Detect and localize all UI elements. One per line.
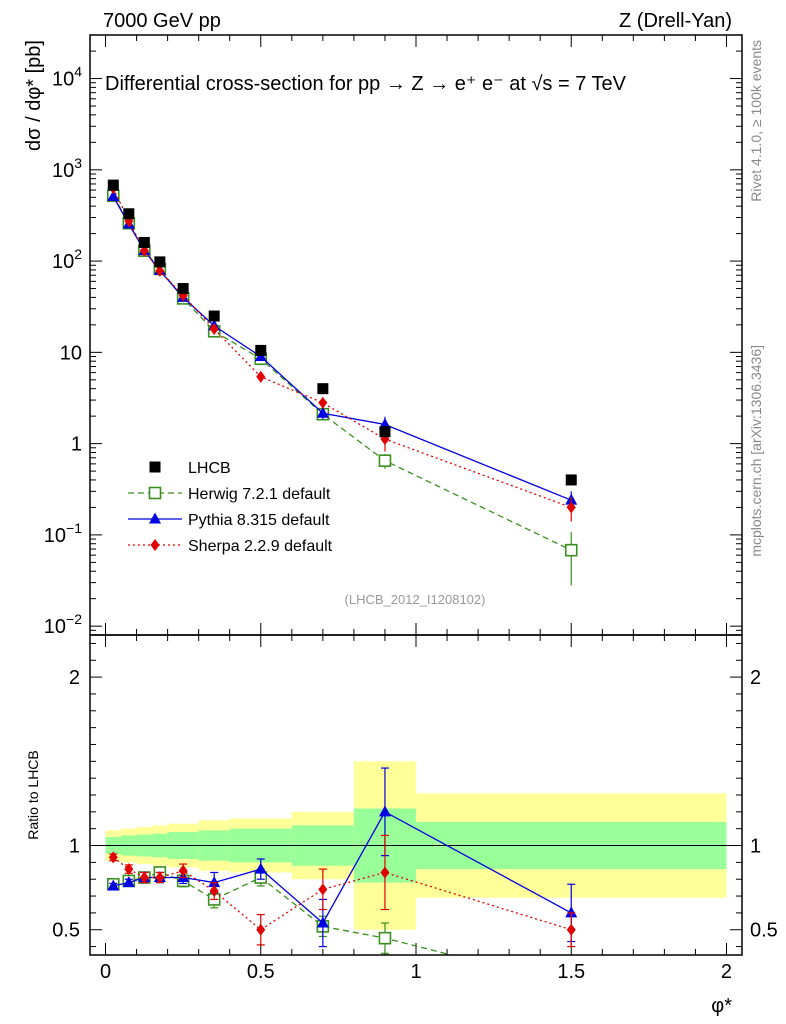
sherpa-ratio-point [209, 885, 219, 897]
data-series [106, 179, 578, 955]
ratio-tick-label-left: 1 [69, 836, 80, 858]
y-tick-label: 10−2 [44, 611, 82, 638]
lhcb-data-point [107, 179, 119, 191]
x-tick-label: 0.5 [247, 961, 275, 983]
legend: LHCB Herwig 7.2.1 default Pythia 8.315 def… [128, 460, 333, 555]
legend-lhcb-marker [149, 461, 161, 473]
sherpa-main-line [112, 187, 572, 509]
sherpa-ratio-point [256, 923, 266, 936]
lhcb-data-point [379, 426, 391, 438]
ratio-tick-label-right: 2 [750, 667, 761, 689]
y-tick-label: 103 [52, 155, 82, 182]
ratio-y-axis-label: Ratio to LHCB [25, 750, 41, 839]
plot-title: Differential cross-section for pp → Z → … [105, 73, 627, 95]
pythia-main-point [107, 190, 120, 202]
pythia-ratio-point [122, 876, 135, 888]
y-tick-label: 104 [52, 64, 82, 91]
sherpa-ratio-point [318, 883, 328, 896]
main-y-axis-label: dσ / dφ* [pb] [23, 40, 45, 151]
lhcb-data-point [154, 256, 166, 268]
lhcb-data-point [208, 310, 220, 322]
legend-herwig-marker [148, 486, 162, 500]
sherpa-main-point [155, 264, 165, 277]
pythia-ratio-point [316, 916, 329, 928]
pythia-ratio-point [565, 906, 578, 918]
sherpa-ratio-line [112, 856, 572, 931]
lhcb-data-point [255, 344, 267, 356]
legend-lhcb-label: LHCB [188, 460, 231, 477]
rivet-version-label: Rivet 4.1.0, ≥ 100k events [748, 40, 764, 202]
y-tick-label: 1 [71, 434, 82, 456]
lhcb-data-point [565, 474, 577, 486]
lhcb-data-point [123, 208, 135, 220]
sherpa-main-point [209, 323, 219, 336]
lhcb-data-point [177, 283, 189, 295]
analysis-label: (LHCB_2012_I1208102) [345, 592, 486, 607]
legend-sherpa-marker [150, 539, 160, 551]
y-tick-label: 10 [60, 342, 82, 364]
herwig-main-point [378, 454, 392, 467]
pythia-ratio-point [254, 862, 267, 874]
mcplots-label: mcplots.cern.ch [arXiv:1306.3436] [748, 345, 764, 557]
legend-herwig-label: Herwig 7.2.1 default [188, 486, 331, 503]
ratio-tick-label-right: 0.5 [750, 920, 778, 942]
sherpa-ratio-point [108, 851, 118, 864]
legend-pythia-marker [149, 512, 161, 524]
sherpa-ratio-point [566, 923, 576, 936]
sherpa-ratio-point [178, 864, 188, 877]
axis-ticks: 0 0.5 1 1.5 2 10−2 10−1 1 10 102 103 104 0.5 0.5 1 1 2 2 [44, 34, 778, 983]
pythia-ratio-point [378, 805, 391, 817]
x-axis-label: φ* [711, 995, 732, 1017]
sherpa-ratio-point [155, 871, 165, 884]
x-tick-label: 1.5 [557, 961, 585, 983]
sherpa-ratio-point [139, 871, 149, 884]
sherpa-main-point [566, 501, 576, 514]
pythia-ratio-point [208, 876, 221, 888]
legend-pythia-label: Pythia 8.315 default [188, 512, 330, 529]
sherpa-ratio-point [380, 866, 390, 879]
herwig-ratio-point [378, 931, 392, 945]
x-tick-label: 1 [410, 961, 421, 983]
ratio-tick-label-left: 2 [69, 667, 80, 689]
lhcb-data-point [138, 236, 150, 248]
pythia-main-point [316, 406, 329, 418]
pythia-ratio-line [113, 810, 572, 925]
lhcb-data-point [317, 383, 329, 395]
ratio-uncertainty-bands [90, 761, 742, 930]
legend-sherpa-label: Sherpa 2.2.9 default [188, 538, 333, 555]
herwig-ratio-line [113, 871, 455, 955]
header-right-label: Z (Drell-Yan) [619, 10, 732, 32]
sherpa-main-point [318, 396, 328, 409]
sherpa-ratio-point [124, 863, 134, 876]
y-tick-label: 10−1 [44, 520, 82, 547]
x-tick-label: 0 [100, 961, 111, 983]
header-left-label: 7000 GeV pp [103, 10, 221, 32]
ratio-tick-label-right: 1 [750, 836, 761, 858]
ratio-tick-label-left: 0.5 [52, 920, 80, 942]
herwig-main-point [564, 543, 578, 557]
pythia-main-line [112, 196, 572, 501]
y-tick-label: 102 [52, 246, 82, 273]
ratio-plot-frame [89, 634, 743, 956]
pythia-ratio-point [107, 879, 120, 891]
x-tick-label: 2 [721, 961, 732, 983]
sherpa-main-point [256, 370, 266, 383]
herwig-main-line [112, 195, 572, 551]
